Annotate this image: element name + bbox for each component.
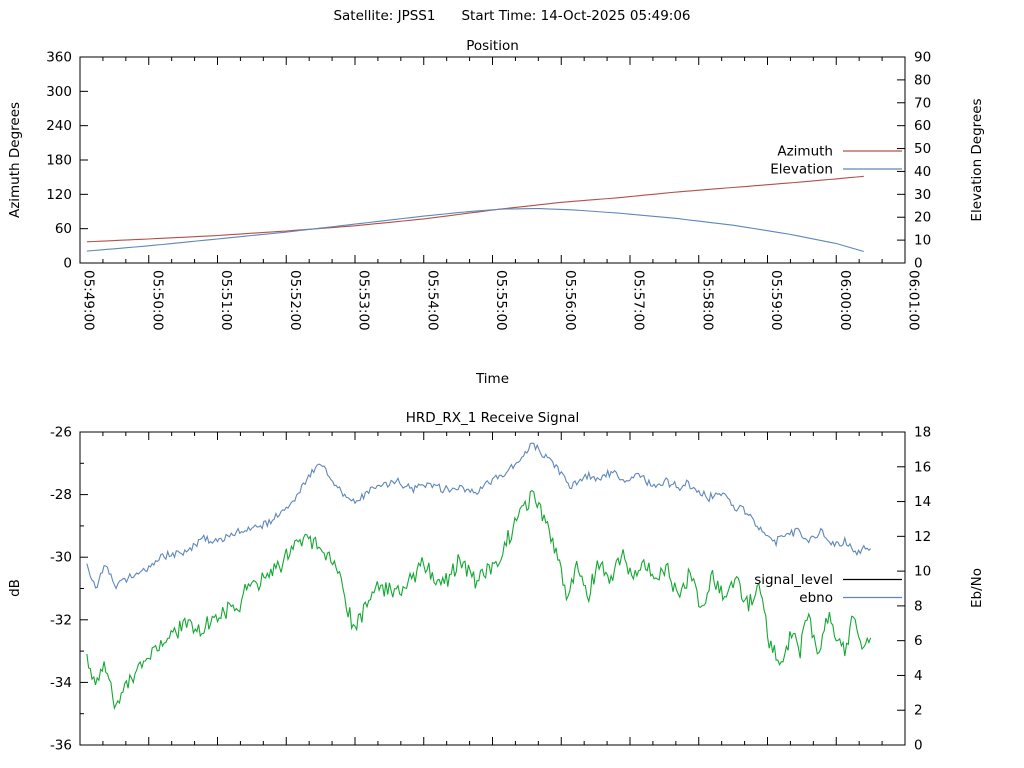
right-tick-label: 2 — [914, 703, 923, 719]
x-tick-label: 05:59:00 — [768, 270, 784, 331]
x-tick-label: 05:58:00 — [699, 270, 715, 331]
right-tick-label: 8 — [914, 598, 923, 614]
elevation-legend-label: Elevation — [770, 162, 833, 178]
x-tick-label: 05:51:00 — [218, 270, 234, 331]
right-tick-label: 6 — [914, 633, 923, 649]
right-tick-label: 10 — [914, 233, 931, 249]
signal_level-series-line — [86, 489, 872, 711]
right-tick-label: 80 — [914, 72, 931, 88]
left-tick-label: 240 — [46, 118, 72, 134]
position-chart-title: Position — [466, 38, 519, 54]
right-tick-label: 50 — [914, 141, 931, 157]
left-tick-label: 120 — [46, 187, 72, 203]
right-tick-label: 16 — [914, 459, 931, 475]
right-tick-label: 30 — [914, 187, 931, 203]
satellite-label: Satellite: JPSS1 — [333, 8, 436, 24]
receive-signal-chart-title: HRD_RX_1 Receive Signal — [405, 410, 580, 426]
left-tick-label: 300 — [46, 84, 72, 100]
left-tick-label: 0 — [63, 256, 72, 272]
plot-border — [79, 56, 906, 264]
right-tick-label: 4 — [914, 668, 923, 684]
signal_level-legend-label: signal_level — [754, 572, 833, 588]
position-chart: 05:49:00 05:50:00 05:51:00 05:52:00 05:53:00… — [46, 50, 931, 331]
left-tick-label: 60 — [55, 221, 72, 237]
x-tick-label: 05:50:00 — [149, 270, 165, 331]
x-tick-label: 05:55:00 — [493, 270, 509, 331]
x-tick-label: 06:00:00 — [837, 270, 853, 331]
azimuth-legend-label: Azimuth — [777, 144, 833, 160]
right-tick-label: 14 — [914, 494, 931, 510]
right-tick-label: 18 — [914, 425, 931, 441]
x-tick-label: 05:57:00 — [631, 270, 647, 331]
left-tick-label: -28 — [50, 487, 72, 503]
x-tick-label: 05:53:00 — [356, 270, 372, 331]
azimuth-series-line — [86, 175, 864, 243]
left-tick-label: -26 — [50, 425, 72, 441]
right-tick-label: 0 — [914, 738, 923, 754]
main-title: Satellite: JPSS1 Start Time: 14-Oct-2025… — [0, 8, 1024, 24]
x-tick-label: 06:01:00 — [906, 270, 922, 331]
time-axis-label: Time — [475, 371, 510, 387]
start-time-label: Start Time: 14-Oct-2025 05:49:06 — [461, 8, 691, 24]
right-tick-label: 60 — [914, 118, 931, 134]
right-tick-label: 90 — [914, 50, 931, 66]
right-tick-label: 40 — [914, 164, 931, 180]
right-tick-label: 10 — [914, 564, 931, 580]
elevation-series-line — [86, 208, 864, 253]
left-tick-label: -32 — [50, 612, 72, 628]
right-tick-label: 0 — [914, 256, 923, 272]
x-tick-label: 05:56:00 — [562, 270, 578, 331]
left-tick-label: 360 — [46, 50, 72, 66]
left-tick-label: -36 — [50, 738, 72, 754]
right-tick-label: 20 — [914, 210, 931, 226]
left-tick-label: -30 — [50, 550, 72, 566]
x-tick-label: 05:49:00 — [81, 270, 97, 331]
ebno-series-line — [86, 442, 871, 590]
right-tick-label: 12 — [914, 529, 931, 545]
right-tick-label: 70 — [914, 95, 931, 111]
x-tick-label: 05:52:00 — [287, 270, 303, 331]
left-tick-label: 180 — [46, 153, 72, 169]
x-tick-label: 05:54:00 — [424, 270, 440, 331]
left-tick-label: -34 — [50, 675, 72, 691]
receive-signal-chart: -36 -34 -32 -30 -28 -26 0 2 4 6 8 10 12 14 16 18 signal_… — [50, 425, 931, 754]
ebno-legend-label: ebno — [799, 590, 833, 606]
